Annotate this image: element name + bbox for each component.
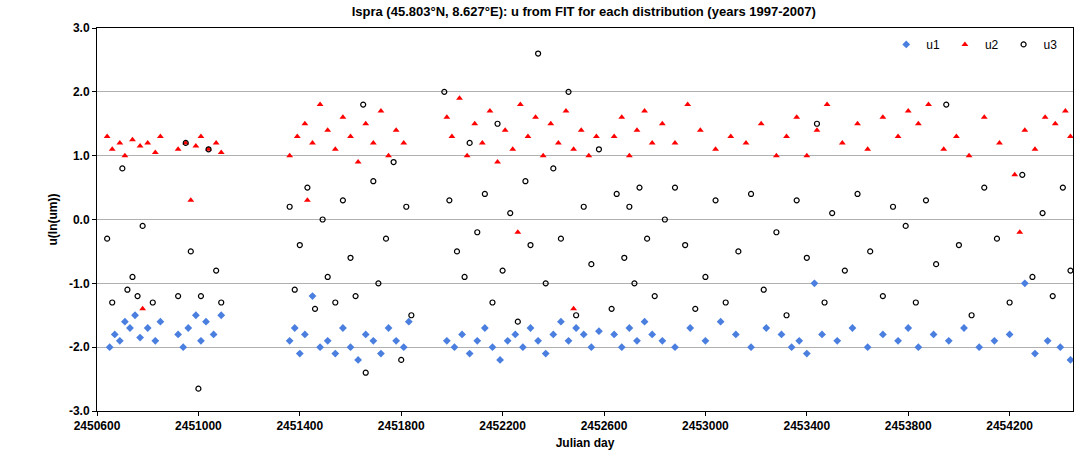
svg-text:2453000: 2453000 bbox=[682, 419, 729, 433]
svg-text:2452200: 2452200 bbox=[479, 419, 526, 433]
svg-text:u1: u1 bbox=[926, 38, 940, 52]
svg-text:2451400: 2451400 bbox=[276, 419, 323, 433]
svg-text:2454200: 2454200 bbox=[986, 419, 1033, 433]
svg-text:2453400: 2453400 bbox=[783, 419, 830, 433]
svg-text:2453800: 2453800 bbox=[885, 419, 932, 433]
svg-text:2452600: 2452600 bbox=[581, 419, 628, 433]
svg-text:-1.0: -1.0 bbox=[69, 277, 90, 291]
svg-text:u3: u3 bbox=[1044, 38, 1058, 52]
svg-text:Ispra (45.803°N, 8.627°E): u f: Ispra (45.803°N, 8.627°E): u from FIT fo… bbox=[352, 4, 816, 19]
svg-text:2.0: 2.0 bbox=[73, 85, 90, 99]
svg-text:2451000: 2451000 bbox=[175, 419, 222, 433]
svg-text:2450600: 2450600 bbox=[74, 419, 121, 433]
svg-text:1.0: 1.0 bbox=[73, 149, 90, 163]
svg-text:-3.0: -3.0 bbox=[69, 404, 90, 418]
svg-text:0.0: 0.0 bbox=[73, 213, 90, 227]
svg-text:-2.0: -2.0 bbox=[69, 340, 90, 354]
svg-text:3.0: 3.0 bbox=[73, 21, 90, 35]
svg-text:u(ln(um)): u(ln(um)) bbox=[46, 194, 60, 246]
svg-text:2451800: 2451800 bbox=[378, 419, 425, 433]
svg-text:u2: u2 bbox=[985, 38, 999, 52]
svg-text:Julian day: Julian day bbox=[556, 436, 615, 450]
